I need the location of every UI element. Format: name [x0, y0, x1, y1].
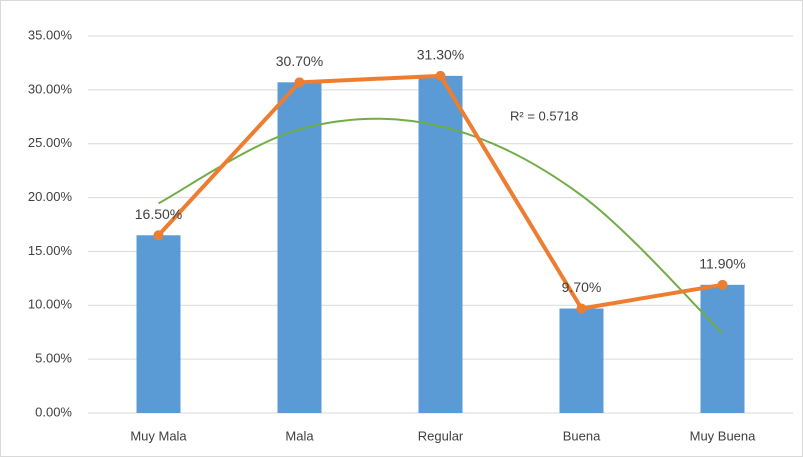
y-tick-label: 5.00% [35, 351, 72, 366]
trendline [158, 117, 724, 335]
line-marker [294, 77, 305, 88]
line-marker [435, 70, 446, 81]
y-tick-label: 35.00% [28, 27, 73, 42]
bar [559, 308, 604, 413]
data-label: 16.50% [135, 206, 182, 222]
bar [136, 235, 181, 413]
x-tick-label: Regular [418, 428, 464, 443]
line-marker [576, 303, 587, 314]
data-label: 11.90% [699, 256, 745, 272]
data-label: 9.70% [562, 279, 602, 295]
x-tick-label: Muy Mala [130, 428, 187, 443]
y-tick-label: 30.00% [28, 81, 73, 96]
data-label: 30.70% [276, 53, 323, 69]
y-tick-label: 0.00% [35, 404, 72, 419]
line-marker [153, 230, 164, 241]
x-tick-label: Buena [563, 428, 601, 443]
x-tick-label: Mala [285, 428, 314, 443]
y-tick-label: 10.00% [28, 297, 73, 312]
line-marker [717, 279, 728, 290]
y-tick-label: 25.00% [28, 135, 73, 150]
y-tick-label: 20.00% [28, 189, 73, 204]
bar [277, 82, 322, 414]
data-label: 31.30% [417, 47, 464, 63]
trendline-annotation: R² = 0.5718 [510, 108, 578, 123]
x-tick-label: Muy Buena [690, 428, 757, 443]
bar [418, 75, 463, 414]
y-tick-label: 15.00% [28, 243, 73, 258]
bar [700, 284, 745, 413]
